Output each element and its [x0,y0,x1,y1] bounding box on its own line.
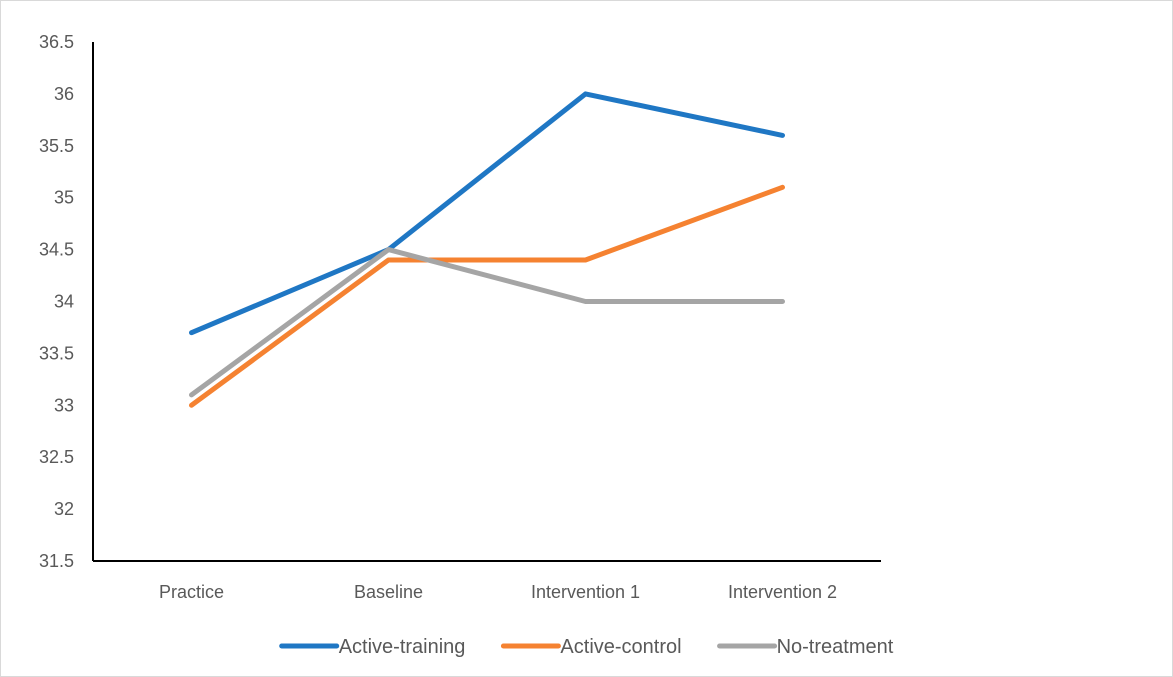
legend: Active-training Active-control No-treatmen… [279,636,894,658]
x-axis-ticks: Practice Baseline Intervention 1 Interventi… [159,582,837,602]
legend-label: Active-control [560,636,681,658]
series-lines [189,91,785,408]
y-tick-label: 31.5 [39,551,74,571]
y-tick-label: 35 [54,188,74,208]
y-tick-label: 33 [54,395,74,415]
y-tick-label: 32.5 [39,447,74,467]
y-tick-label: 35.5 [39,136,74,156]
series-line-active-training [189,91,785,336]
x-tick-label: Intervention 1 [531,582,640,602]
series-line-no-treatment [189,247,785,398]
x-tick-label: Practice [159,582,224,602]
y-tick-label: 33.5 [39,343,74,363]
y-tick-label: 34.5 [39,240,74,260]
x-tick-label: Intervention 2 [728,582,837,602]
y-tick-label: 32 [54,499,74,519]
y-tick-label: 36.5 [39,32,74,52]
x-tick-label: Baseline [354,582,423,602]
y-axis-ticks: 31.5 32 32.5 33 33.5 34 34.5 35 35.5 36 36.5 [39,32,74,571]
legend-label: No-treatment [777,636,894,658]
series-line-active-control [189,184,785,408]
legend-label: Active-training [339,636,466,658]
y-tick-label: 36 [54,84,74,104]
y-tick-label: 34 [54,292,74,312]
